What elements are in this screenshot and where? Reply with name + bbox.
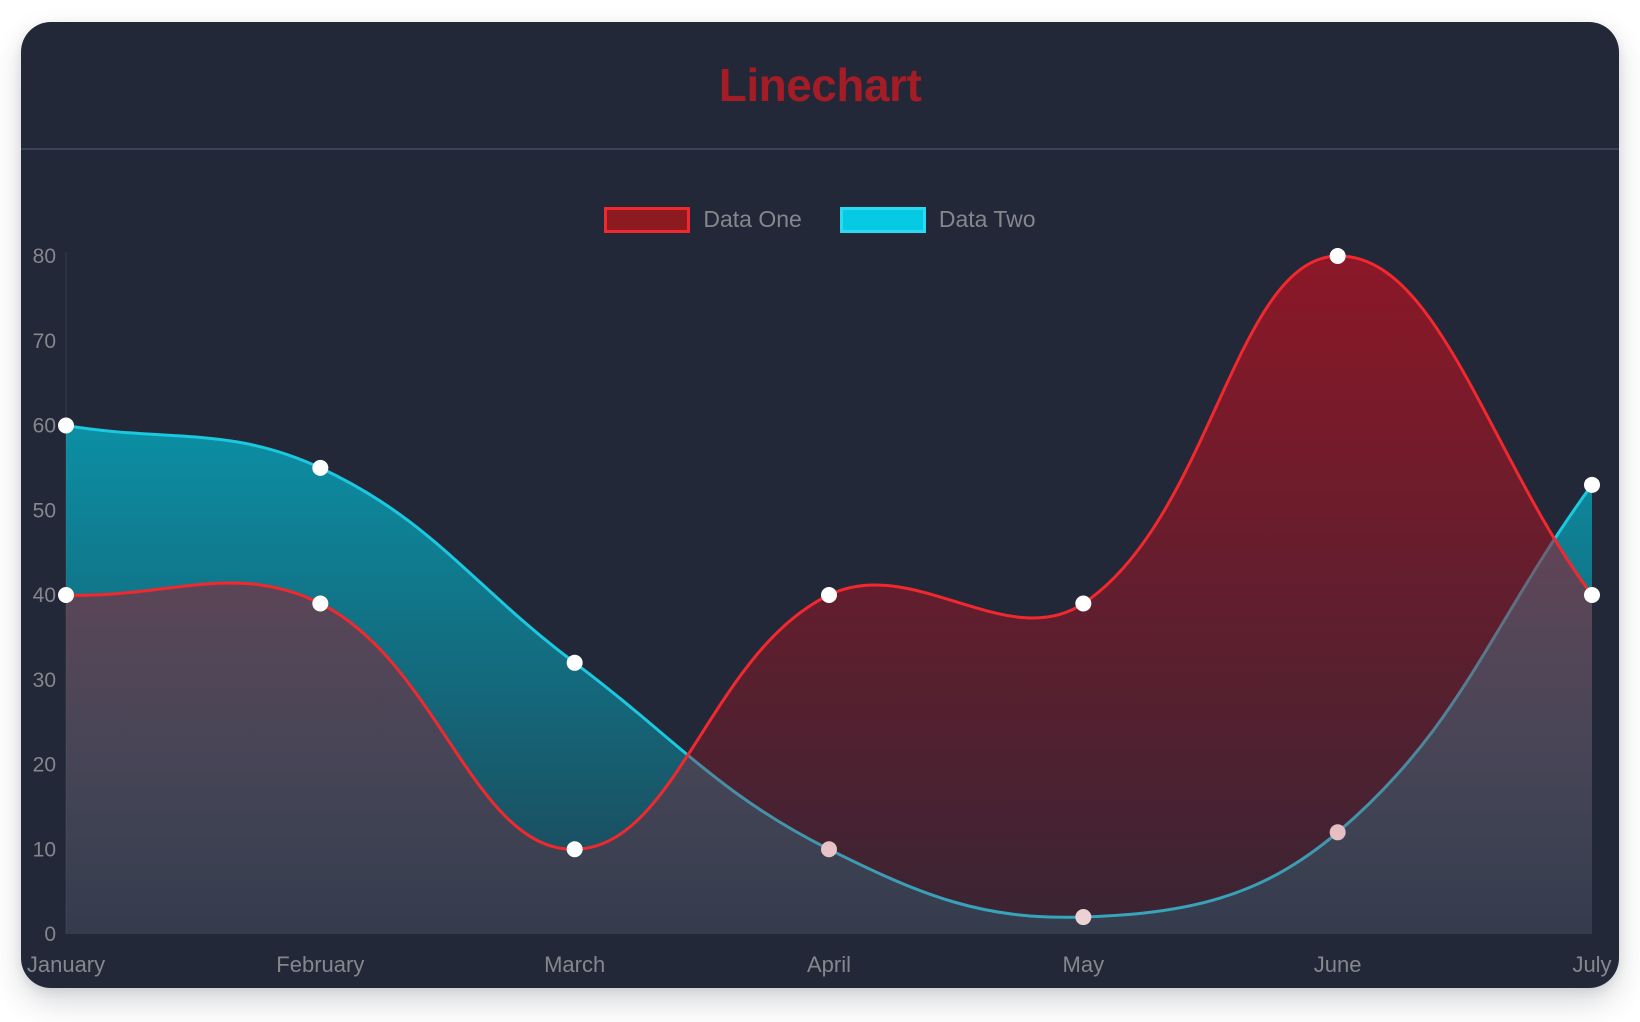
data-two-point-february[interactable]	[312, 459, 329, 476]
data-one-point-july[interactable]	[1584, 587, 1600, 603]
data-two-point-july[interactable]	[1584, 476, 1600, 493]
y-tick-40: 40	[33, 584, 56, 607]
chart-title: Linechart	[718, 59, 922, 111]
y-tick-20: 20	[33, 754, 56, 777]
data-one-area	[66, 255, 1592, 934]
data-one-line	[64, 254, 1594, 851]
data-two-point-march[interactable]	[566, 654, 583, 671]
y-tick-10: 10	[33, 838, 56, 861]
legend-item-data-one[interactable]: Data One	[604, 206, 802, 233]
data-one-point-january[interactable]	[58, 587, 74, 603]
x-tick-april: April	[807, 952, 851, 977]
y-tick-30: 30	[33, 669, 56, 692]
data-one-points	[58, 248, 1600, 858]
y-tick-50: 50	[33, 499, 56, 522]
data-one-point-may[interactable]	[1075, 595, 1092, 612]
x-tick-july: July	[1572, 952, 1611, 977]
x-tick-march: March	[544, 952, 605, 977]
data-one-point-june[interactable]	[1329, 248, 1346, 264]
x-tick-february: February	[276, 952, 364, 977]
line-chart-canvas: 0 10 20 30 40 50 60 70 80 January February March Apr…	[27, 245, 1612, 977]
y-tick-80: 80	[33, 245, 56, 268]
legend-swatch-data-two	[839, 206, 926, 233]
title-divider	[21, 148, 1619, 150]
x-tick-june: June	[1314, 952, 1362, 977]
y-tick-60: 60	[33, 415, 56, 438]
data-two-point-january[interactable]	[58, 417, 74, 434]
x-tick-january: January	[27, 952, 105, 977]
y-tick-70: 70	[33, 330, 56, 353]
legend-swatch-data-one	[604, 206, 691, 233]
data-one-point-april[interactable]	[821, 587, 837, 603]
chart-legend: Data One Data Two	[21, 206, 1619, 233]
legend-label-data-two: Data Two	[938, 206, 1036, 232]
chart-card: Linechart Data One Data Two 0 10 20 30 40 50 6…	[21, 22, 1619, 988]
legend-label-data-one: Data One	[703, 206, 802, 232]
y-tick-0: 0	[44, 923, 56, 946]
data-one-point-february[interactable]	[312, 595, 329, 612]
x-tick-may: May	[1063, 952, 1105, 977]
legend-item-data-two[interactable]: Data Two	[839, 206, 1036, 233]
data-one-point-march[interactable]	[566, 841, 583, 858]
